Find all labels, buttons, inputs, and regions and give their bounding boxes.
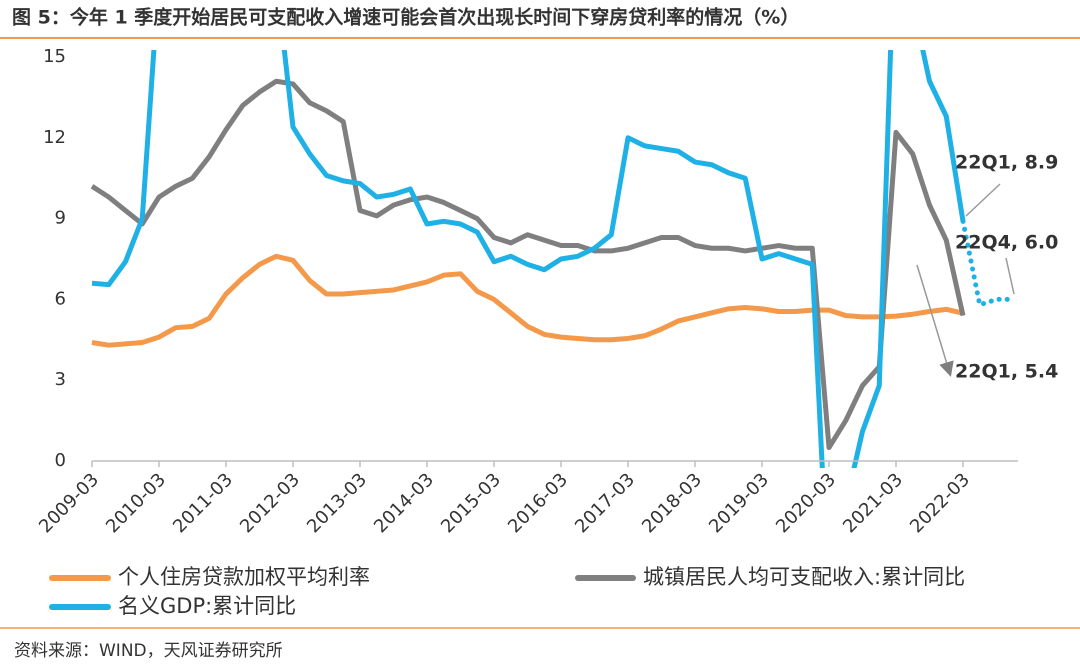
- series-line: [90, 78, 966, 451]
- x-tick-label: 2012-03: [236, 469, 304, 537]
- leader-line: [1005, 257, 1015, 295]
- y-tick-label: 15: [43, 46, 66, 67]
- y-tick-label: 12: [43, 127, 66, 148]
- x-tick-label: 2009-03: [35, 469, 103, 537]
- series-line: [91, 50, 966, 468]
- x-tick-label: 2015-03: [437, 469, 505, 537]
- x-tick-label: 2016-03: [504, 469, 572, 537]
- chart-title: 图 5：今年 1 季度开始居民可支配收入增速可能会首次出现长时间下穿房贷利率的情…: [12, 6, 799, 29]
- x-tick-label: 2021-03: [839, 469, 907, 537]
- x-tick-label: 2014-03: [370, 469, 438, 537]
- annotation: 22Q4, 6.0: [955, 232, 1058, 254]
- series-line: [91, 253, 964, 348]
- y-tick-label: 6: [55, 288, 66, 309]
- legend-label: 城镇居民人均可支配收入:累计同比: [643, 565, 965, 589]
- x-tick-label: 2010-03: [102, 469, 170, 537]
- x-tick-label: 2019-03: [705, 469, 773, 537]
- plot-area: [90, 50, 1016, 468]
- x-tick-label: 2013-03: [303, 469, 371, 537]
- legend-label: 个人住房贷款加权平均利率: [118, 565, 370, 589]
- x-tick-label: 2017-03: [571, 469, 639, 537]
- x-tick-label: 2011-03: [169, 469, 237, 537]
- source: 资料来源：WIND，天风证券研究所: [14, 641, 283, 661]
- x-tick-label: 2018-03: [638, 469, 706, 537]
- x-tick-label: 2020-03: [772, 469, 840, 537]
- annotation: 22Q1, 5.4: [955, 361, 1058, 383]
- leader-arrow: [916, 264, 954, 377]
- leader-line: [965, 183, 1001, 217]
- projected-line: [960, 218, 1016, 309]
- x-tick-label: 2022-03: [906, 469, 974, 537]
- y-tick-label: 9: [55, 208, 66, 229]
- y-tick-label: 3: [55, 369, 66, 390]
- annotation: 22Q1, 8.9: [955, 152, 1058, 174]
- y-tick-label: 0: [55, 450, 66, 471]
- legend-label: 名义GDP:累计同比: [118, 594, 296, 618]
